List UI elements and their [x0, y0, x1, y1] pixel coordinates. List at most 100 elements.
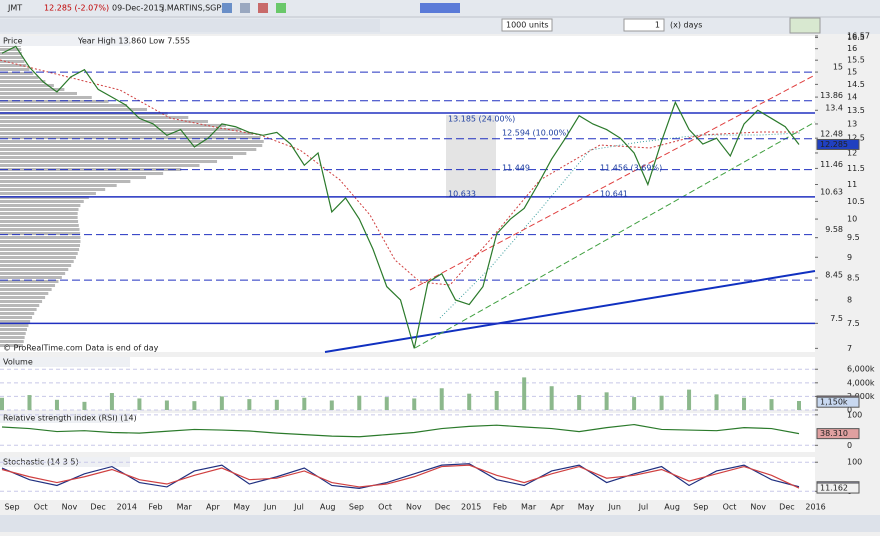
volume-bar: [302, 397, 307, 410]
x-tick-label: Dec: [779, 503, 794, 512]
volume-bar: [494, 390, 499, 410]
profile-bar: [0, 280, 59, 283]
toolbar-icons[interactable]: [0, 3, 460, 32]
y-tick-label: 11.5: [847, 164, 865, 173]
y-tick-label: 14.5: [847, 80, 865, 89]
icon[interactable]: [222, 3, 232, 13]
profile-bar: [0, 260, 74, 263]
level-label: 13.86: [820, 91, 843, 100]
color-palette[interactable]: [420, 3, 460, 13]
y-tick-label: 0: [847, 441, 852, 450]
profile-bar: [0, 184, 117, 187]
profile-bar: [0, 172, 164, 175]
profile-bar: [0, 288, 52, 291]
period-unit: (x) days: [670, 21, 702, 30]
quote: 12.285 (-2.07%): [44, 4, 109, 13]
trend-line: [409, 74, 816, 291]
profile-bar: [0, 236, 81, 239]
profile-bar: [0, 336, 25, 339]
value-tag-label: 11.162: [820, 484, 848, 493]
series-line: [1, 423, 800, 438]
x-tick-label: Apr: [550, 503, 565, 512]
panel-title-bg: [0, 413, 130, 423]
annotation: 10.633: [448, 190, 476, 199]
x-tick-label: Sep: [349, 503, 364, 512]
profile-bar: [0, 56, 23, 59]
profile-bar: [0, 320, 31, 323]
panel-title: Volume: [3, 358, 33, 367]
profile-bar: [0, 108, 148, 111]
volume-bar: [549, 386, 554, 410]
panel-subtitle: Year High 13.860 Low 7.555: [77, 37, 190, 46]
profile-bar: [0, 60, 25, 63]
panel-title: Relative strength index (RSI) (14): [3, 414, 137, 423]
profile-bar: [0, 136, 261, 139]
annotation: 10.641: [600, 190, 628, 199]
y-tick-label: 15.5: [847, 56, 865, 65]
profile-bar: [0, 340, 24, 343]
profile-bar: [0, 232, 81, 235]
profile-bar: [0, 332, 26, 335]
profile-bar: [0, 212, 78, 215]
icon[interactable]: [276, 3, 286, 13]
profile-bar: [0, 296, 46, 299]
x-tick-label: Nov: [62, 503, 78, 512]
y-tick-label: 7: [847, 344, 852, 353]
y-tick-label: 9.5: [847, 233, 860, 242]
x-tick-label: Dec: [435, 503, 450, 512]
series-line: [1, 45, 800, 349]
series-line: [1, 464, 800, 489]
profile-bar: [0, 328, 27, 331]
profile-bar: [0, 96, 92, 99]
volume-bar: [164, 400, 169, 410]
x-tick-label: 2016: [805, 503, 825, 512]
drawing-tools[interactable]: [0, 19, 380, 32]
x-tick-label: 2014: [117, 503, 137, 512]
profile-bar: [0, 116, 189, 119]
profile-bar: [0, 264, 72, 267]
volume-bar: [797, 400, 801, 410]
x-tick-label: May: [578, 503, 595, 512]
annotation: 11.449: [502, 164, 530, 173]
period-box[interactable]: [623, 18, 665, 32]
value-tag-label: 12.285: [820, 140, 848, 149]
profile-bar: [0, 204, 81, 207]
x-tick-label: Sep: [693, 503, 708, 512]
profile-bar: [0, 68, 30, 71]
period-value: 1: [655, 21, 660, 30]
profile-bar: [0, 88, 65, 91]
profile-bar: [0, 324, 29, 327]
volume-bar: [329, 400, 334, 410]
y-tick-label: 100: [847, 410, 862, 419]
y-tick-label: 9: [847, 253, 852, 262]
volume-bar: [274, 399, 279, 410]
value-tag-label: 1,150k: [820, 398, 848, 407]
value-tag: [816, 482, 860, 494]
profile-bar: [0, 256, 76, 259]
icon[interactable]: [240, 3, 250, 13]
x-tick-label: Jul: [293, 503, 304, 512]
volume-bar: [219, 396, 224, 410]
y-tick-label: 8: [847, 295, 852, 304]
profile-bar: [0, 300, 43, 303]
profile-bar: [0, 252, 78, 255]
volume-bar: [659, 395, 664, 410]
bottom-toolbar[interactable]: [0, 515, 880, 532]
y-tick-label: 2,000k: [847, 392, 875, 401]
volume-bar: [27, 395, 32, 410]
profile-bar: [0, 244, 81, 247]
x-tick-label: Oct: [378, 503, 392, 512]
units-box[interactable]: [501, 18, 553, 32]
volume-bar: [604, 392, 609, 410]
panel-title: Stochastic (14 3 5): [3, 458, 79, 467]
profile-bar: [0, 344, 23, 347]
y-tick-label: 13: [847, 119, 857, 128]
panel-title: Price: [3, 37, 23, 46]
profile-bar: [0, 180, 131, 183]
profile-bar: [0, 128, 242, 131]
chart-type-button[interactable]: [789, 17, 821, 34]
level-label: 12.48: [820, 129, 843, 138]
icon[interactable]: [258, 3, 268, 13]
profile-bar: [0, 276, 62, 279]
y-tick-label: 13.5: [847, 106, 865, 115]
